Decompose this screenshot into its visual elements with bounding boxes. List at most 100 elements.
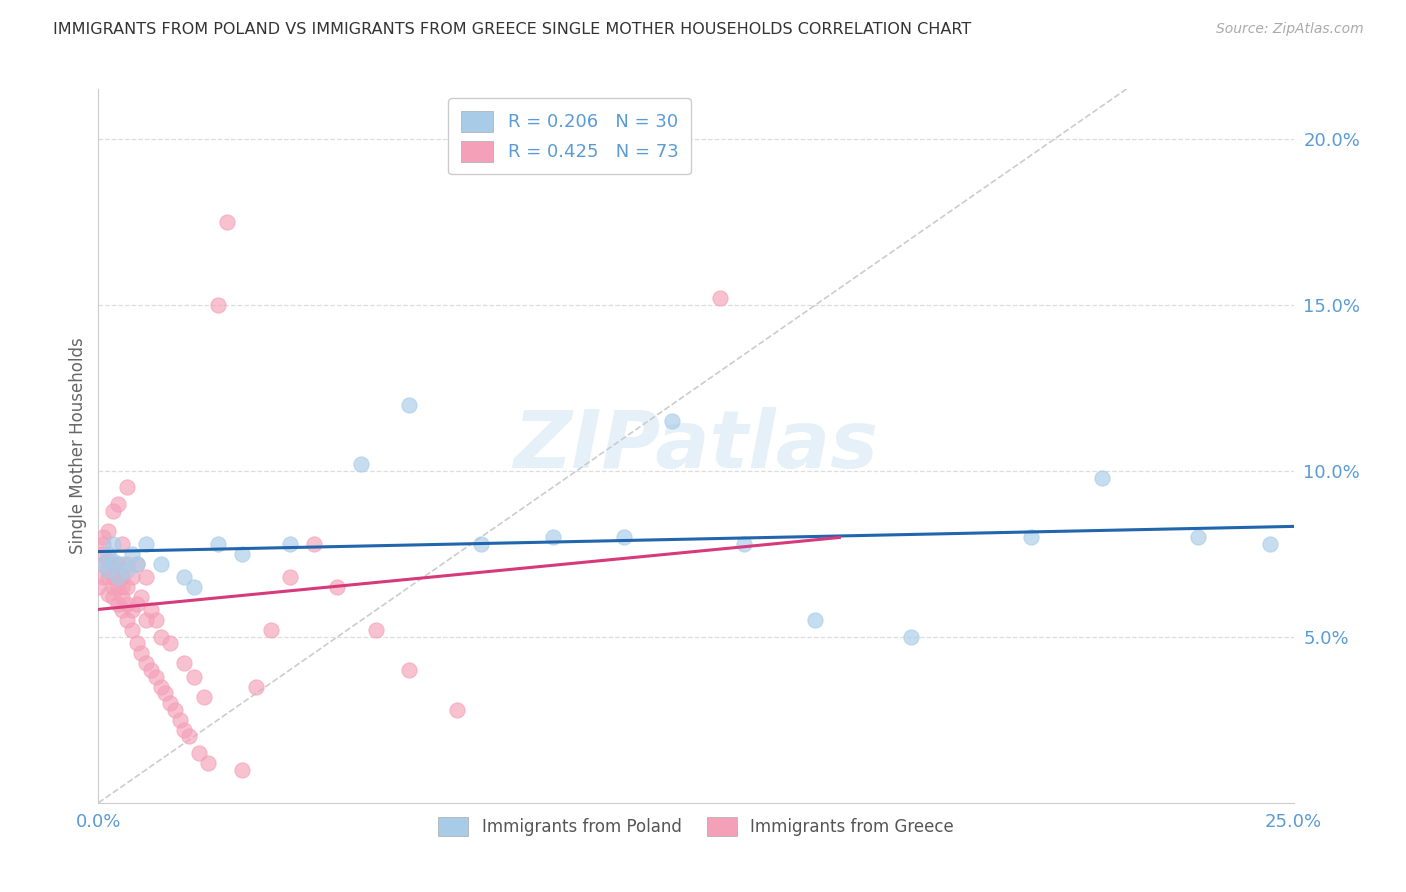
Point <box>173 657 195 671</box>
Point <box>97 553 120 567</box>
Point <box>207 298 229 312</box>
Point <box>661 414 683 428</box>
Point <box>97 570 120 584</box>
Point <box>111 570 134 584</box>
Point <box>115 564 138 578</box>
Point <box>278 537 301 551</box>
Point <box>101 553 124 567</box>
Point <box>541 530 564 544</box>
Point <box>131 590 153 604</box>
Point <box>179 730 201 744</box>
Point <box>121 547 143 561</box>
Point <box>259 624 281 638</box>
Point <box>159 636 181 650</box>
Point <box>149 680 172 694</box>
Point <box>97 524 120 538</box>
Point <box>87 580 110 594</box>
Point <box>111 603 134 617</box>
Point <box>97 587 120 601</box>
Point <box>91 557 114 571</box>
Point <box>217 215 239 229</box>
Point <box>121 570 143 584</box>
Point <box>398 663 420 677</box>
Point <box>107 557 129 571</box>
Point <box>326 580 349 594</box>
Point <box>101 580 124 594</box>
Point <box>97 564 120 578</box>
Point <box>125 597 148 611</box>
Point <box>302 537 325 551</box>
Point <box>135 613 157 627</box>
Point <box>1258 537 1281 551</box>
Point <box>131 647 153 661</box>
Point <box>900 630 922 644</box>
Point <box>231 763 253 777</box>
Point <box>804 613 827 627</box>
Point <box>125 557 148 571</box>
Point <box>97 564 120 578</box>
Point <box>197 756 219 770</box>
Point <box>169 713 191 727</box>
Y-axis label: Single Mother Households: Single Mother Households <box>69 338 87 554</box>
Point <box>101 590 124 604</box>
Point <box>107 570 129 584</box>
Point <box>101 570 124 584</box>
Point <box>107 597 129 611</box>
Point <box>115 613 138 627</box>
Legend: Immigrants from Poland, Immigrants from Greece: Immigrants from Poland, Immigrants from … <box>430 808 962 845</box>
Point <box>159 696 181 710</box>
Point <box>1091 470 1114 484</box>
Text: Source: ZipAtlas.com: Source: ZipAtlas.com <box>1216 22 1364 37</box>
Point <box>121 624 143 638</box>
Point <box>183 580 205 594</box>
Point <box>350 457 373 471</box>
Point <box>115 580 138 594</box>
Point <box>135 570 157 584</box>
Point <box>111 590 134 604</box>
Point <box>97 547 120 561</box>
Point <box>91 557 114 571</box>
Point <box>125 557 148 571</box>
Point <box>364 624 387 638</box>
Point <box>91 530 114 544</box>
Point <box>135 537 157 551</box>
Point <box>155 686 177 700</box>
Point <box>115 481 138 495</box>
Point <box>278 570 301 584</box>
Point <box>173 570 195 584</box>
Point <box>173 723 195 737</box>
Point <box>207 537 229 551</box>
Point <box>1187 530 1209 544</box>
Point <box>91 570 114 584</box>
Point <box>193 690 215 704</box>
Point <box>613 530 636 544</box>
Point <box>470 537 492 551</box>
Point <box>139 603 162 617</box>
Point <box>135 657 157 671</box>
Point <box>101 557 124 571</box>
Point <box>139 663 162 677</box>
Point <box>115 597 138 611</box>
Point <box>446 703 468 717</box>
Point <box>91 547 114 561</box>
Point <box>145 613 167 627</box>
Point <box>107 497 129 511</box>
Point <box>398 397 420 411</box>
Point <box>245 680 267 694</box>
Point <box>145 670 167 684</box>
Point <box>101 504 124 518</box>
Point <box>107 570 129 584</box>
Point <box>101 564 124 578</box>
Point <box>1019 530 1042 544</box>
Point <box>187 746 209 760</box>
Point <box>149 557 172 571</box>
Point <box>149 630 172 644</box>
Point <box>111 580 134 594</box>
Point <box>111 557 134 571</box>
Point <box>709 291 731 305</box>
Text: IMMIGRANTS FROM POLAND VS IMMIGRANTS FROM GREECE SINGLE MOTHER HOUSEHOLDS CORREL: IMMIGRANTS FROM POLAND VS IMMIGRANTS FRO… <box>53 22 972 37</box>
Point <box>231 547 253 561</box>
Text: ZIPatlas: ZIPatlas <box>513 407 879 485</box>
Point <box>183 670 205 684</box>
Point <box>101 537 124 551</box>
